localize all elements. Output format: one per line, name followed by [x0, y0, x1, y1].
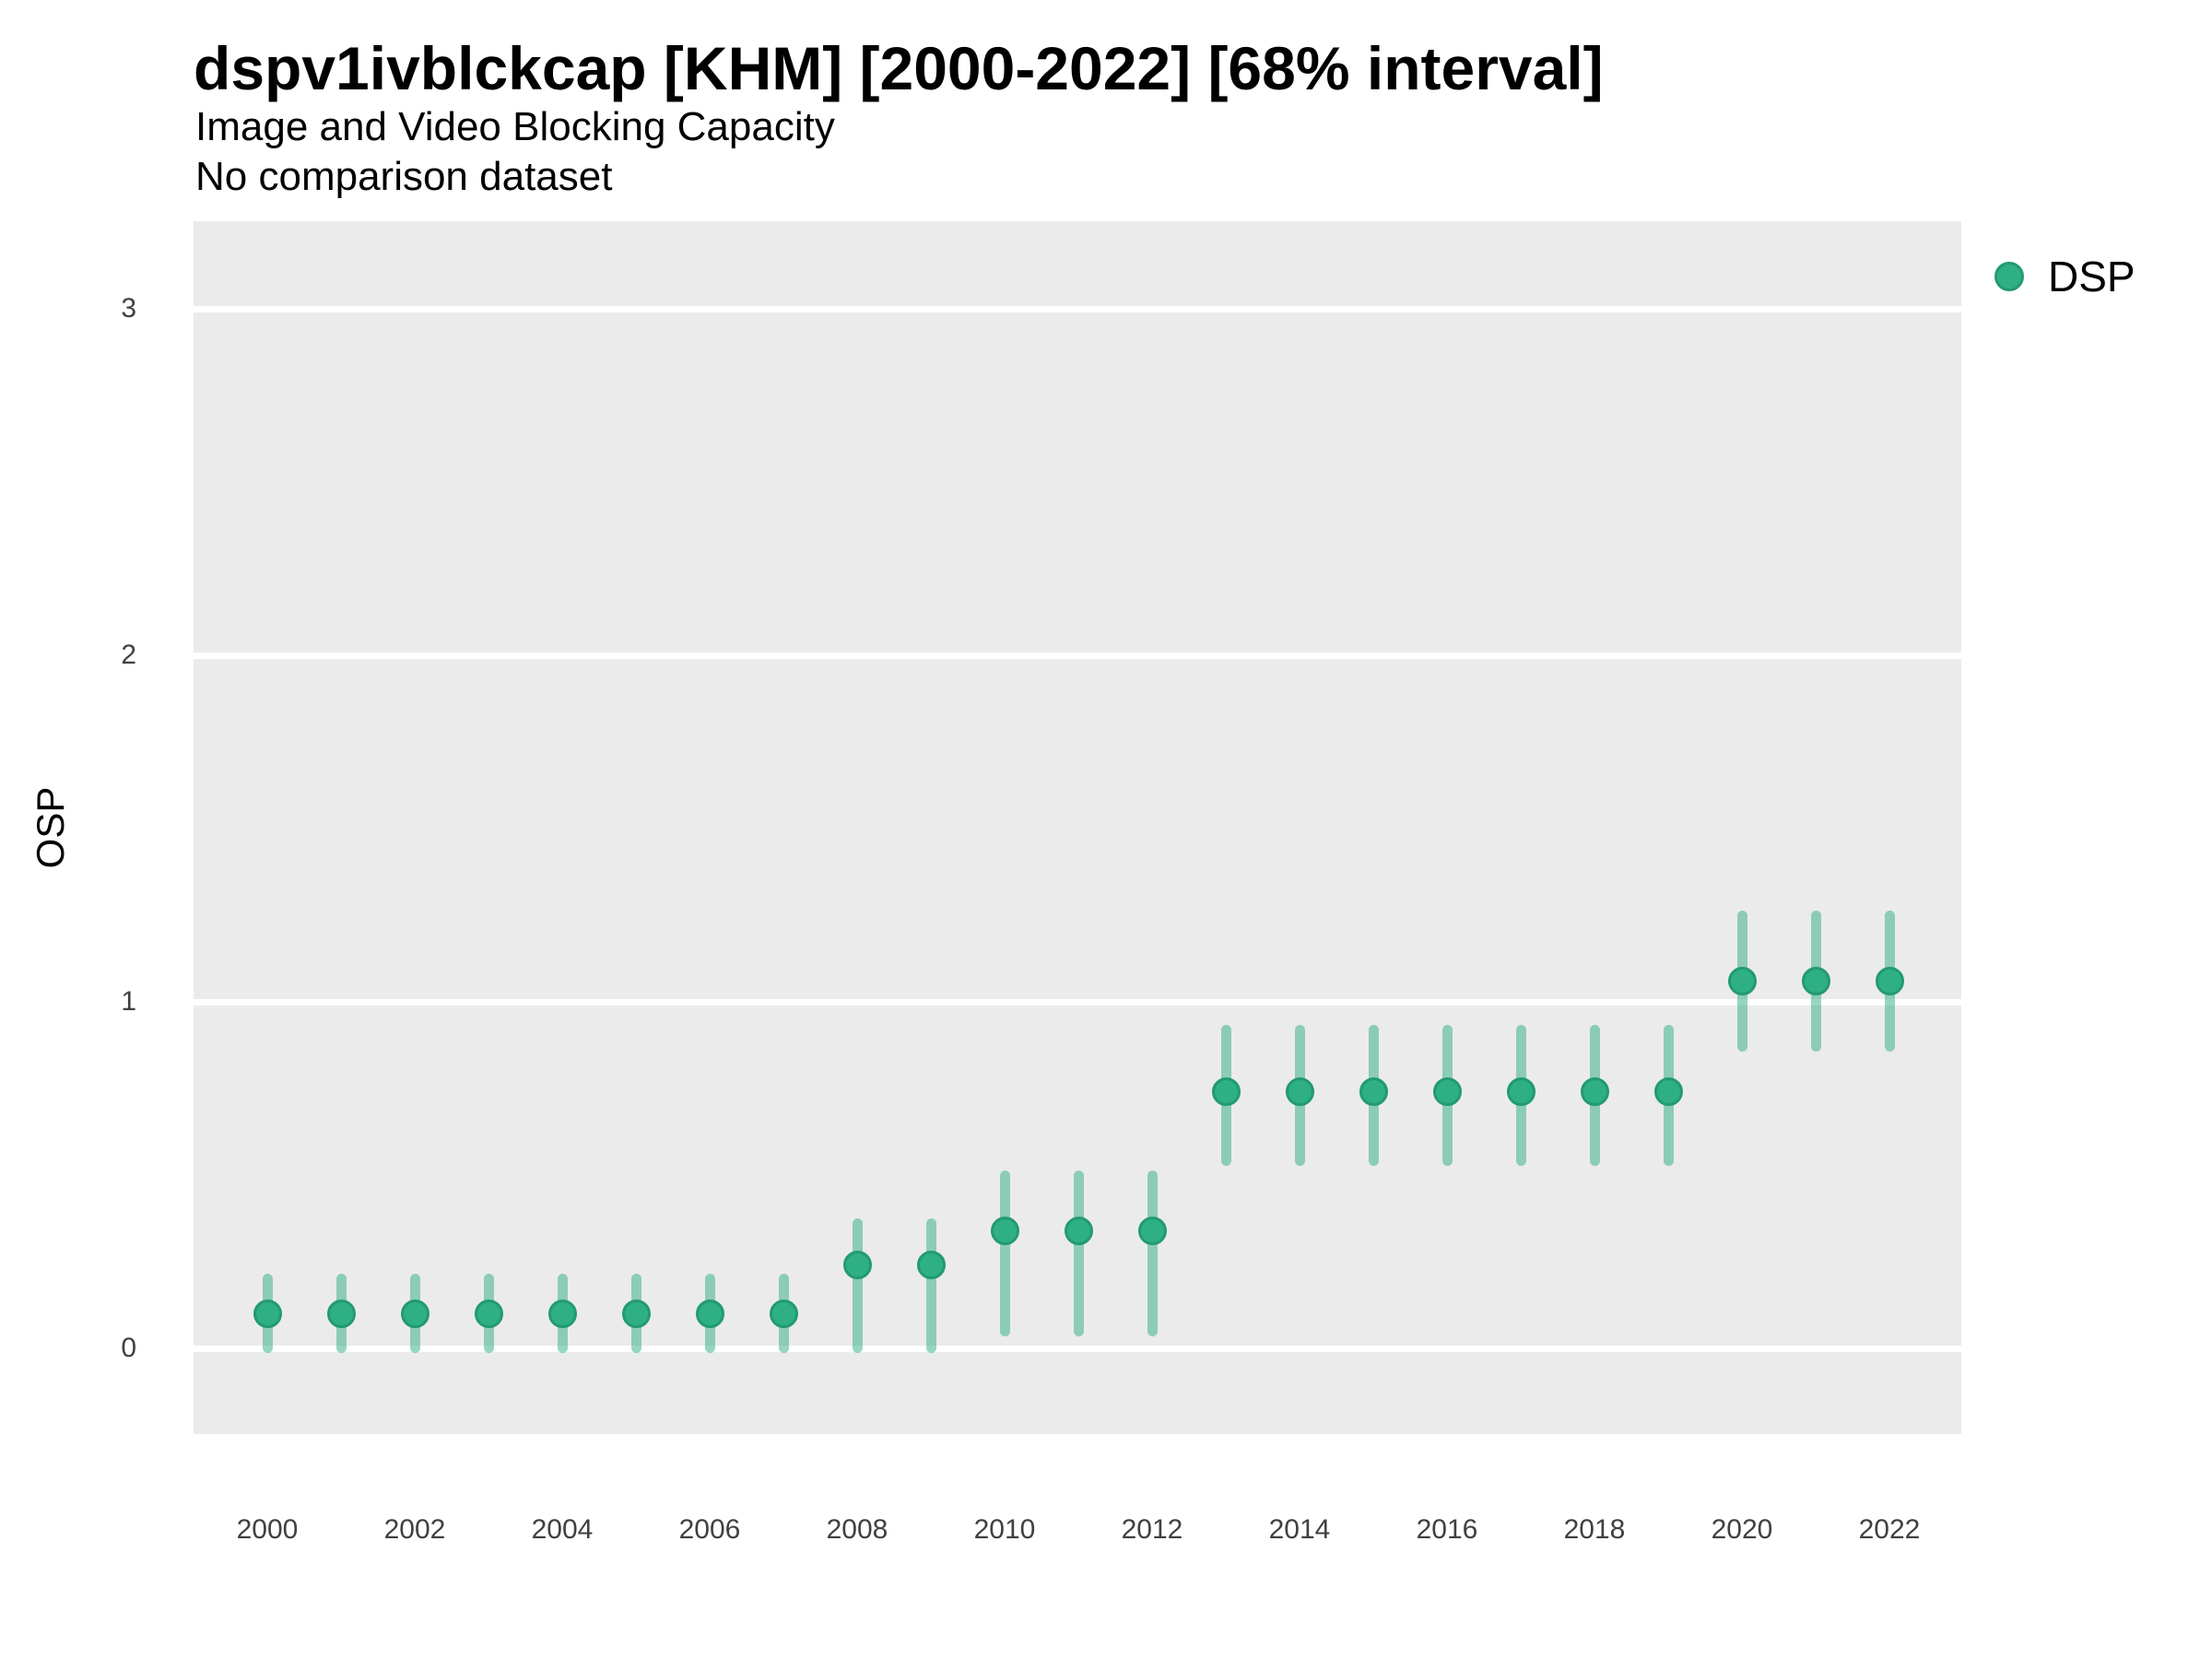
y-tick-label-3: 3 [121, 293, 136, 324]
data-point-2017 [1506, 1077, 1535, 1107]
data-point-2018 [1580, 1077, 1609, 1107]
legend: DSP [1994, 253, 2136, 300]
legend-dot-icon [1994, 262, 2024, 291]
interval-bar-2012 [1147, 1170, 1158, 1336]
x-tick-label-2020: 2020 [1711, 1514, 1773, 1545]
data-point-2021 [1801, 966, 1830, 995]
data-point-2001 [326, 1299, 356, 1328]
x-tick-label-2016: 2016 [1416, 1514, 1478, 1545]
x-tick-label-2006: 2006 [678, 1514, 741, 1545]
x-tick-label-2022: 2022 [1858, 1514, 1921, 1545]
legend-label: DSP [2048, 253, 2136, 300]
x-tick-label-2010: 2010 [973, 1514, 1036, 1545]
data-point-2019 [1653, 1077, 1683, 1107]
interval-bar-2009 [925, 1218, 936, 1354]
data-point-2016 [1432, 1077, 1462, 1107]
data-point-2002 [400, 1299, 429, 1328]
data-point-2015 [1359, 1077, 1388, 1107]
y-tick-label-2: 2 [121, 640, 136, 670]
interval-bar-2010 [999, 1170, 1010, 1336]
data-point-2000 [253, 1299, 282, 1328]
data-point-2011 [1064, 1216, 1093, 1245]
data-point-2007 [769, 1299, 798, 1328]
x-tick-label-2014: 2014 [1268, 1514, 1331, 1545]
x-tick-label-2008: 2008 [826, 1514, 888, 1545]
x-tick-label-2004: 2004 [531, 1514, 594, 1545]
data-point-2004 [547, 1299, 577, 1328]
data-point-2003 [474, 1299, 503, 1328]
interval-bar-2008 [852, 1218, 863, 1354]
data-point-2014 [1285, 1077, 1314, 1107]
gridline-y-0 [194, 1345, 1961, 1352]
data-point-2009 [916, 1251, 946, 1280]
chart-note: No comparison dataset [195, 154, 613, 199]
data-point-2012 [1137, 1216, 1167, 1245]
gridline-y-3 [194, 305, 1961, 312]
data-point-2008 [842, 1251, 872, 1280]
gridline-y-1 [194, 998, 1961, 1006]
y-axis-title: OSP [29, 786, 72, 869]
data-point-2006 [695, 1299, 724, 1328]
plot-panel [194, 221, 1961, 1434]
data-point-2022 [1875, 966, 1904, 995]
chart-title: dspv1ivblckcap [KHM] [2000-2022] [68% in… [194, 34, 1604, 102]
x-tick-label-2012: 2012 [1121, 1514, 1183, 1545]
x-tick-label-2018: 2018 [1563, 1514, 1626, 1545]
gridline-y-2 [194, 652, 1961, 659]
data-point-2020 [1727, 966, 1757, 995]
interval-bar-2011 [1073, 1170, 1084, 1336]
data-point-2013 [1211, 1077, 1241, 1107]
x-tick-label-2000: 2000 [236, 1514, 299, 1545]
x-tick-label-2002: 2002 [383, 1514, 446, 1545]
y-tick-label-1: 1 [121, 986, 136, 1017]
chart-subtitle: Image and Video Blocking Capacity [195, 104, 835, 149]
y-tick-label-0: 0 [121, 1333, 136, 1363]
data-point-2010 [990, 1216, 1019, 1245]
data-point-2005 [621, 1299, 651, 1328]
